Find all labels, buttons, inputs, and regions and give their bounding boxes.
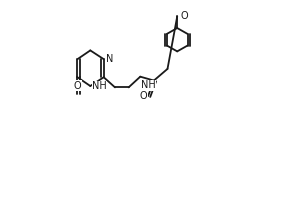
Text: N: N xyxy=(106,54,113,64)
Text: NH: NH xyxy=(141,80,156,90)
Text: O: O xyxy=(181,11,188,21)
Text: O: O xyxy=(140,91,147,101)
Text: O: O xyxy=(74,81,81,91)
Text: NH: NH xyxy=(92,81,107,91)
